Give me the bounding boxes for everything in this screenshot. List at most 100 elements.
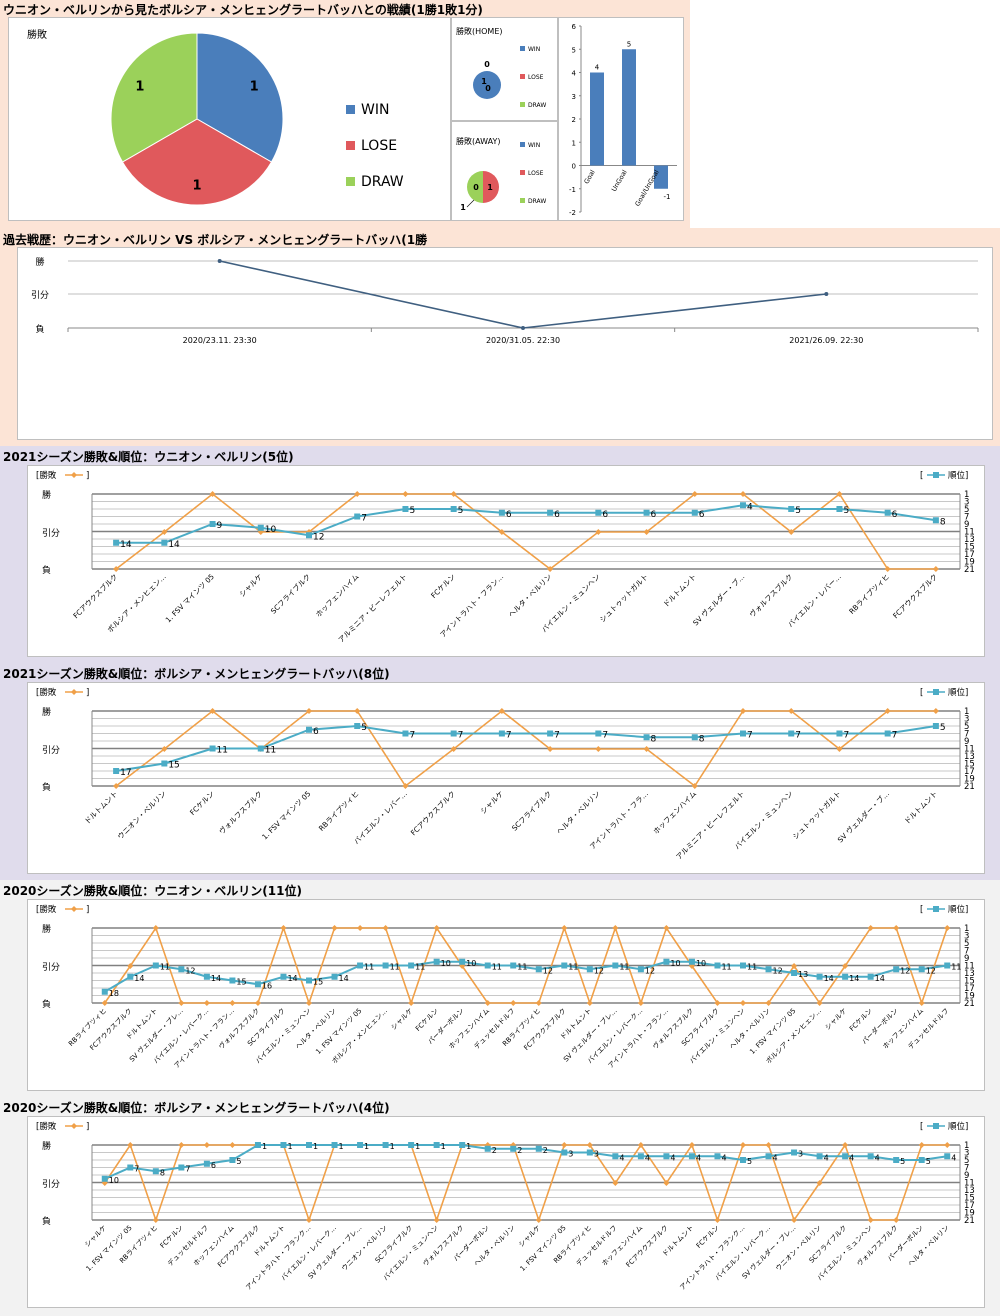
season4-rank-label-10: 1 bbox=[364, 1142, 369, 1151]
season1-rank-line bbox=[116, 504, 937, 544]
season3-opponent-label-29: シャルケ bbox=[824, 1007, 849, 1032]
season1-opponent-label-15: バイエルン・レバー… bbox=[786, 572, 843, 629]
history-ylabel-2: 負 bbox=[35, 323, 44, 335]
season4-rank-point-32 bbox=[918, 1157, 925, 1163]
season3-result-point-28 bbox=[816, 1000, 823, 1006]
season4-rank-point-30 bbox=[867, 1153, 874, 1160]
season2-rank-point-5 bbox=[354, 723, 361, 729]
season3-result-point-22 bbox=[663, 925, 670, 931]
season3-rank-tick-5: 11 bbox=[964, 962, 975, 972]
season3-rank-point-11 bbox=[382, 962, 389, 969]
season2-rank-point-7 bbox=[450, 730, 457, 737]
season4-rank-point-27 bbox=[791, 1149, 798, 1156]
season3-ylabel-2: 負 bbox=[42, 998, 51, 1010]
season2-rank-tick-4: 9 bbox=[964, 737, 969, 747]
season4-rank-point-23 bbox=[688, 1153, 695, 1160]
season4-rank-label-16: 2 bbox=[517, 1146, 522, 1155]
season4-rank-point-22 bbox=[663, 1153, 670, 1160]
season4-result-point-3 bbox=[178, 1142, 185, 1148]
home-label-lose: 1 bbox=[481, 77, 487, 86]
season3-rank-label-0: 18 bbox=[109, 989, 119, 998]
season1-rank-point-14 bbox=[788, 506, 795, 512]
season4-rank-point-20 bbox=[612, 1153, 619, 1160]
season3-rank-label-25: 11 bbox=[747, 963, 757, 972]
season4-rank-label-23: 4 bbox=[696, 1153, 701, 1162]
season4-result-point-18 bbox=[561, 1142, 568, 1148]
season4-result-point-22 bbox=[663, 1180, 670, 1186]
season3-result-point-10 bbox=[357, 925, 364, 931]
season2-rank-label-12: 8 bbox=[699, 734, 705, 744]
season4-rank-label-4: 6 bbox=[211, 1161, 216, 1170]
season4-rank-point-6 bbox=[254, 1142, 261, 1148]
season3-result-point-32 bbox=[918, 1000, 925, 1006]
season2-rank-point-14 bbox=[788, 730, 795, 737]
season2-rank-label-5: 5 bbox=[361, 723, 367, 733]
home-label: 勝敗(HOME) bbox=[456, 27, 503, 36]
season3-result-point-15 bbox=[484, 1000, 491, 1006]
season3-result-point-29 bbox=[842, 963, 849, 969]
season1-ylabel-0: 勝 bbox=[42, 489, 51, 501]
season4-result-point-4 bbox=[203, 1142, 210, 1148]
season4-rank-label-30: 4 bbox=[875, 1153, 880, 1162]
season2-legend-rank-open: [ bbox=[920, 688, 923, 698]
season4-legend-result-marker bbox=[71, 1123, 77, 1129]
season3-rank-point-14 bbox=[459, 958, 466, 965]
season3-rank-label-1: 14 bbox=[134, 974, 144, 983]
season2-legend-rank: 順位] bbox=[948, 687, 968, 698]
season3-opponent-label-30: FCケルン bbox=[848, 1007, 874, 1033]
season3-rank-point-6 bbox=[254, 981, 261, 988]
season4-rank-label-15: 2 bbox=[492, 1146, 497, 1155]
season1-rank-tick-5: 11 bbox=[964, 528, 975, 538]
season3-rank-label-3: 12 bbox=[185, 966, 195, 975]
season1-rank-label-12: 6 bbox=[699, 510, 705, 520]
season4-rank-point-8 bbox=[306, 1142, 312, 1148]
season2-panel: 1 3 5 7 9 11 13 15 17 19 21 勝引分負 [勝敗][順位] ドルトムント ウニオン・… bbox=[27, 682, 985, 874]
season2-rank-label-13: 7 bbox=[747, 731, 753, 741]
goals-ytick: 2 bbox=[572, 116, 576, 124]
season4-legend-result: [勝敗 bbox=[36, 1121, 57, 1132]
season2-rank-label-4: 6 bbox=[313, 727, 319, 737]
season4-rank-label-5: 5 bbox=[236, 1157, 241, 1166]
season1-rank-label-8: 6 bbox=[506, 510, 512, 520]
goals-bar-2 bbox=[654, 165, 668, 189]
away-legend-win: WIN bbox=[520, 132, 546, 160]
season4-rank-label-18: 3 bbox=[568, 1150, 573, 1159]
season2-rank-label-10: 7 bbox=[602, 731, 608, 741]
season3-result-point-21 bbox=[637, 1000, 644, 1006]
season2-rank-label-17: 5 bbox=[940, 723, 946, 733]
season1-opponent-label-16: RBライプツィヒ bbox=[847, 572, 891, 616]
season2-legend-result-close: ] bbox=[86, 688, 89, 698]
goals-ytick: 3 bbox=[572, 93, 576, 101]
season1-rank-tick-7: 15 bbox=[964, 543, 975, 553]
season1-result-point-5 bbox=[354, 491, 361, 497]
season3-result-point-9 bbox=[331, 925, 338, 931]
season4-rank-label-0: 10 bbox=[109, 1176, 119, 1185]
away-pie-chart: 0 11 bbox=[460, 171, 499, 212]
season2-rank-line bbox=[115, 724, 937, 772]
season4-panel: 1 3 5 7 9 11 13 15 17 19 21 勝引分負 [勝敗][順位] シャルケ 1. FSV … bbox=[27, 1116, 985, 1308]
season1-opponent-label-13: SV ヴェルダー・ブ… bbox=[691, 572, 746, 627]
season2-rank-point-9 bbox=[547, 730, 554, 737]
season3-rank-label-29: 14 bbox=[849, 974, 859, 983]
season2-opponent-label-16: SV ヴェルダー・ブ… bbox=[836, 789, 891, 844]
legend-win: WIN bbox=[346, 92, 404, 128]
season4-legend-rank: 順位] bbox=[948, 1121, 968, 1132]
season4-result-point-5 bbox=[229, 1142, 236, 1148]
away-leader-line bbox=[466, 199, 475, 208]
season2-ylabel-2: 負 bbox=[42, 781, 51, 793]
season2-opponent-label-5: RBライプツィヒ bbox=[317, 789, 361, 833]
season3-result-point-16 bbox=[510, 1000, 517, 1006]
season1-rank-tick-8: 17 bbox=[964, 550, 975, 560]
season3-rank-point-25 bbox=[740, 962, 746, 969]
season1-rank-point-16 bbox=[884, 509, 891, 516]
season3-rank-label-23: 10 bbox=[696, 959, 706, 968]
legend-lose: LOSE bbox=[346, 128, 404, 164]
season1-legend-rank-open: [ bbox=[920, 471, 923, 481]
season3-rank-label-2: 11 bbox=[160, 963, 170, 972]
history-ylabel-1: 引分 bbox=[31, 290, 49, 301]
season4-rank-label-12: 1 bbox=[415, 1142, 420, 1151]
season3-rank-tick-9: 19 bbox=[964, 992, 975, 1002]
season3-rank-label-33: 11 bbox=[951, 963, 961, 972]
season3-rank-label-30: 14 bbox=[875, 974, 885, 983]
season4-rank-label-9: 1 bbox=[339, 1142, 344, 1151]
